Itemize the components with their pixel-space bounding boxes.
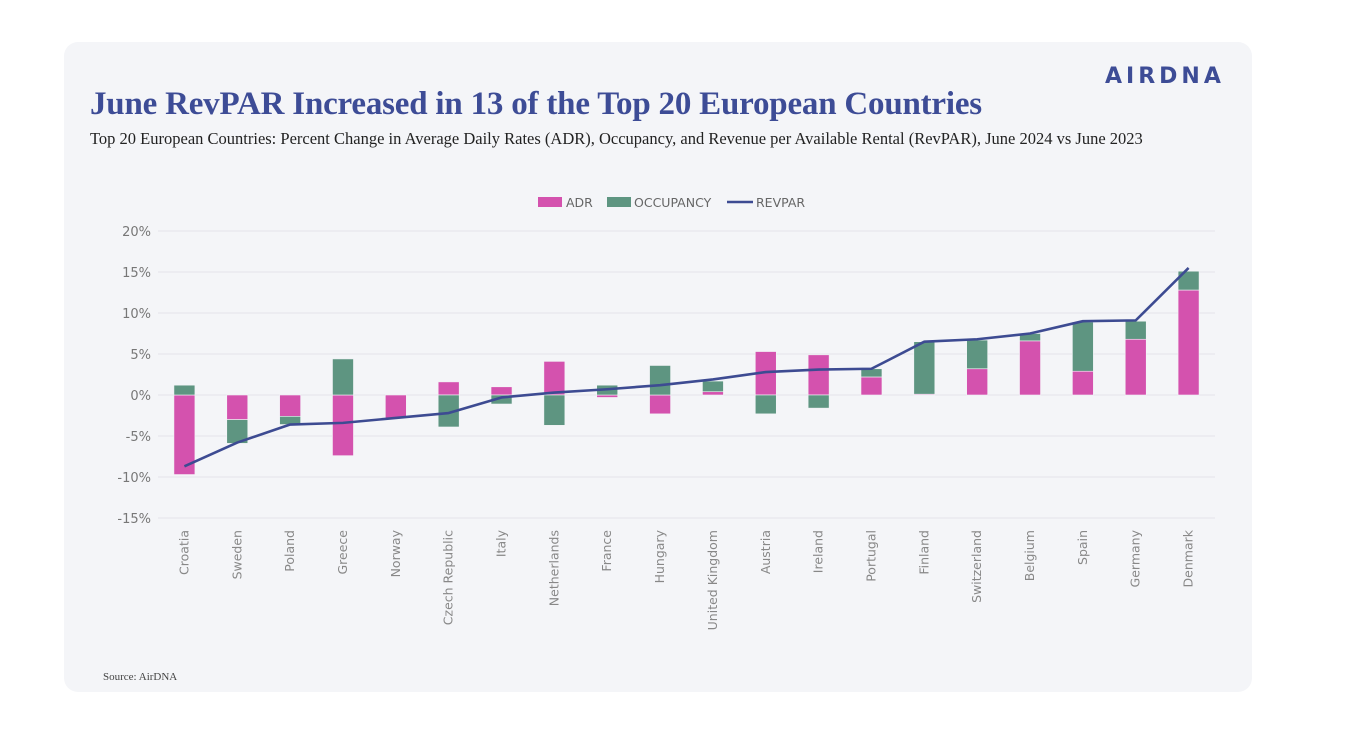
adr-bar [1019,340,1041,396]
x-tick-label: Poland [282,530,297,572]
x-tick-label: Portugal [863,530,878,582]
x-tick-label: Netherlands [546,530,561,606]
revpar-line-group [183,266,1190,468]
adr-bar [437,381,460,396]
adr-bar [596,394,619,398]
y-tick-label: 0% [130,389,151,404]
x-tick-label: Sweden [229,530,244,579]
x-tick-label: Austria [758,530,773,574]
x-tick-label: Belgium [1022,530,1037,581]
x-tick-label: Hungary [652,529,667,583]
occupancy-bar [543,394,566,426]
occupancy-bar [1124,320,1147,340]
y-tick-label: 10% [122,307,151,322]
occupancy-bar [332,358,354,396]
x-tick-label: Norway [388,529,403,577]
legend-label-adr: ADR [566,195,593,210]
occupancy-bar [807,394,830,409]
x-tick-label: Ireland [811,530,826,573]
x-tick-label: Greece [335,530,350,575]
x-tick-label: Spain [1075,530,1090,565]
revpar-line [183,266,1190,468]
legend: ADR OCCUPANCY REVPAR [538,195,805,210]
x-tick-label: United Kingdom [705,530,720,630]
adr-bar [702,391,724,396]
occupancy-bar [702,380,724,393]
x-axis: Croatia Sweden Poland Greece Norway Czech Rep… [176,529,1195,630]
bars [173,270,1200,475]
occupancy-bar [649,365,671,396]
adr-bar [226,394,249,420]
adr-bar [966,368,988,396]
adr-bar [649,394,671,415]
adr-bar [279,394,301,417]
y-tick-label: -15% [117,512,151,527]
occupancy-bar [913,341,936,395]
legend-swatch-occupancy [607,197,631,207]
y-axis: 20% 15% 10% 5% 0% -5% -10% -15% [117,225,151,527]
occupancy-bar [1072,321,1094,372]
legend-label-occupancy: OCCUPANCY [634,195,712,210]
y-tick-label: 15% [122,266,151,281]
y-tick-label: 20% [122,225,151,240]
x-tick-label: Germany [1128,529,1143,587]
chart-subtitle: Top 20 European Countries: Percent Chang… [90,129,1143,148]
adr-bar [543,361,566,396]
source-note: Source: AirDNA [103,671,178,683]
occupancy-bar [754,394,777,415]
x-tick-label: Croatia [176,530,191,575]
x-tick-label: Finland [916,530,931,575]
adr-bar [385,394,407,419]
occupancy-bar [173,384,196,396]
adr-bar [1177,289,1200,396]
x-tick-label: Italy [494,529,509,557]
legend-label-revpar: REVPAR [756,195,805,210]
adr-bar [807,354,830,396]
x-tick-label: Switzerland [969,530,984,603]
x-tick-label: Czech Republic [441,530,456,625]
airdna-logo: AIRDNA [1105,64,1225,89]
x-tick-label: Denmark [1181,529,1196,587]
adr-bar [1124,338,1147,396]
gridlines [158,230,1215,519]
x-tick-label: France [599,530,614,572]
legend-swatch-adr [538,197,562,207]
chart-title: June RevPAR Increased in 13 of the Top 2… [90,86,982,122]
y-tick-label: 5% [130,348,151,363]
y-tick-label: -5% [126,430,151,445]
y-tick-label: -10% [117,471,151,486]
occupancy-bar [966,339,988,370]
adr-bar [490,386,513,396]
occupancy-bar [1177,270,1200,291]
adr-bar [1072,370,1094,396]
adr-bar [332,394,354,456]
adr-bar [860,376,883,396]
